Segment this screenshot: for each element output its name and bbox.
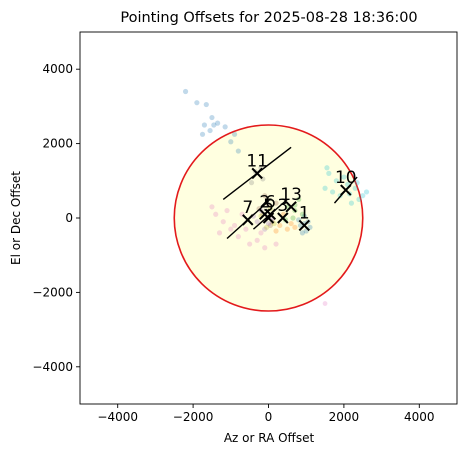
y-tick-label-2: 0 bbox=[65, 211, 73, 225]
data-point-s3-10 bbox=[363, 189, 370, 195]
x-tick-label-2: 0 bbox=[265, 410, 273, 424]
data-point-s3-1 bbox=[333, 178, 339, 184]
data-point-s0-1 bbox=[194, 100, 200, 106]
fit-label-6: 6 bbox=[265, 192, 276, 212]
data-point-s3-7 bbox=[356, 196, 362, 202]
data-point-s4-2 bbox=[228, 226, 234, 232]
data-point-s2-6 bbox=[262, 193, 268, 199]
data-point-s4-5 bbox=[247, 241, 253, 247]
y-tick-label-0: −4000 bbox=[32, 360, 73, 374]
orientation-line-7 bbox=[226, 200, 269, 239]
orientation-line-6 bbox=[252, 198, 288, 230]
orientation-line-11 bbox=[222, 146, 292, 200]
data-point-s7-0 bbox=[254, 219, 260, 225]
data-point-s9-2 bbox=[248, 180, 255, 186]
data-point-s2-4 bbox=[273, 200, 279, 206]
data-point-s0-3 bbox=[209, 114, 215, 121]
data-point-s4-14 bbox=[224, 207, 230, 214]
x-tick-label-4: 4000 bbox=[404, 410, 435, 424]
data-point-s4-1 bbox=[220, 219, 226, 225]
fit-label-7: 7 bbox=[242, 198, 253, 218]
data-point-s6-4 bbox=[273, 228, 279, 234]
data-point-s4-10 bbox=[243, 226, 249, 232]
scatter-points-layer bbox=[182, 88, 370, 306]
data-point-s0-10 bbox=[231, 131, 238, 137]
x-tick-label-1: −2000 bbox=[173, 410, 214, 424]
fit-label-11: 11 bbox=[246, 151, 268, 171]
data-point-s3-0 bbox=[326, 170, 332, 176]
data-point-s6-5 bbox=[292, 224, 298, 230]
fit-label-1: 1 bbox=[299, 203, 310, 223]
data-point-s4-8 bbox=[262, 245, 268, 251]
data-point-s6-2 bbox=[288, 220, 294, 227]
data-point-s0-2 bbox=[203, 101, 209, 108]
data-point-s1-4 bbox=[299, 230, 306, 236]
x-axis-label: Az or RA Offset bbox=[224, 431, 315, 445]
data-point-s0-4 bbox=[201, 122, 208, 128]
data-point-s4-11 bbox=[258, 230, 264, 236]
data-point-s8-3 bbox=[264, 224, 270, 230]
data-point-s3-13 bbox=[354, 180, 360, 186]
fit-marker-1 bbox=[298, 219, 311, 232]
data-point-s3-8 bbox=[341, 174, 347, 180]
data-point-s0-6 bbox=[215, 120, 221, 126]
orientation-line-10 bbox=[333, 176, 358, 204]
data-point-s0-0 bbox=[182, 88, 189, 95]
fit-label-3: 3 bbox=[277, 196, 288, 216]
data-point-s0-9 bbox=[222, 124, 228, 130]
data-point-s0-11 bbox=[228, 139, 234, 145]
data-point-s1-7 bbox=[301, 213, 307, 219]
axes-layer: −4000 −2000 0 2000 4000 −4000 −2000 0 2000 4000 bbox=[32, 31, 458, 424]
data-point-s0-5 bbox=[211, 122, 217, 128]
data-point-s0-7 bbox=[207, 127, 213, 134]
data-point-s4-7 bbox=[209, 204, 215, 210]
data-point-s5-3 bbox=[296, 196, 302, 202]
fit-marker-3 bbox=[277, 212, 289, 224]
y-axis-label: El or Dec Offset bbox=[9, 171, 23, 265]
data-point-s0-8 bbox=[199, 131, 206, 137]
data-point-s4-12 bbox=[273, 241, 279, 247]
data-point-s4-3 bbox=[235, 234, 241, 240]
data-point-s5-2 bbox=[290, 215, 296, 221]
y-tick-label-4: 4000 bbox=[42, 62, 73, 76]
data-point-s3-4 bbox=[360, 193, 366, 199]
fit-marker-13 bbox=[285, 201, 297, 213]
data-point-s3-11 bbox=[329, 189, 336, 195]
data-point-s2-5 bbox=[267, 222, 273, 229]
fit-label-5: 5 bbox=[263, 196, 274, 216]
data-point-s7-2 bbox=[265, 220, 272, 227]
data-point-s5-4 bbox=[299, 211, 306, 217]
x-tick-label-3: 2000 bbox=[329, 410, 360, 424]
data-point-s6-0 bbox=[277, 222, 283, 229]
outlier-point-0 bbox=[322, 301, 328, 306]
data-point-s3-5 bbox=[322, 185, 328, 191]
fit-label-2: 2 bbox=[259, 192, 270, 212]
x-tick-label-0: −4000 bbox=[97, 410, 138, 424]
y-tick-label-1: −2000 bbox=[32, 285, 73, 299]
data-point-s4-6 bbox=[254, 237, 260, 243]
fit-label-10: 10 bbox=[335, 168, 357, 188]
fit-label-13: 13 bbox=[280, 185, 302, 205]
data-point-s2-1 bbox=[265, 202, 272, 208]
chart-title: Pointing Offsets for 2025-08-28 18:36:00 bbox=[120, 10, 417, 26]
data-point-s3-14 bbox=[324, 165, 330, 171]
data-point-s3-3 bbox=[352, 185, 358, 191]
data-point-s4-4 bbox=[231, 222, 238, 229]
data-point-s0-12 bbox=[235, 148, 241, 154]
data-point-s6-1 bbox=[284, 226, 290, 232]
data-point-s4-0 bbox=[213, 211, 219, 217]
data-point-s7-1 bbox=[262, 226, 268, 232]
data-point-s3-6 bbox=[348, 200, 355, 206]
fit-marker-5 bbox=[262, 212, 275, 224]
data-point-s4-9 bbox=[216, 230, 223, 236]
y-tick-label-3: 2000 bbox=[42, 137, 73, 151]
